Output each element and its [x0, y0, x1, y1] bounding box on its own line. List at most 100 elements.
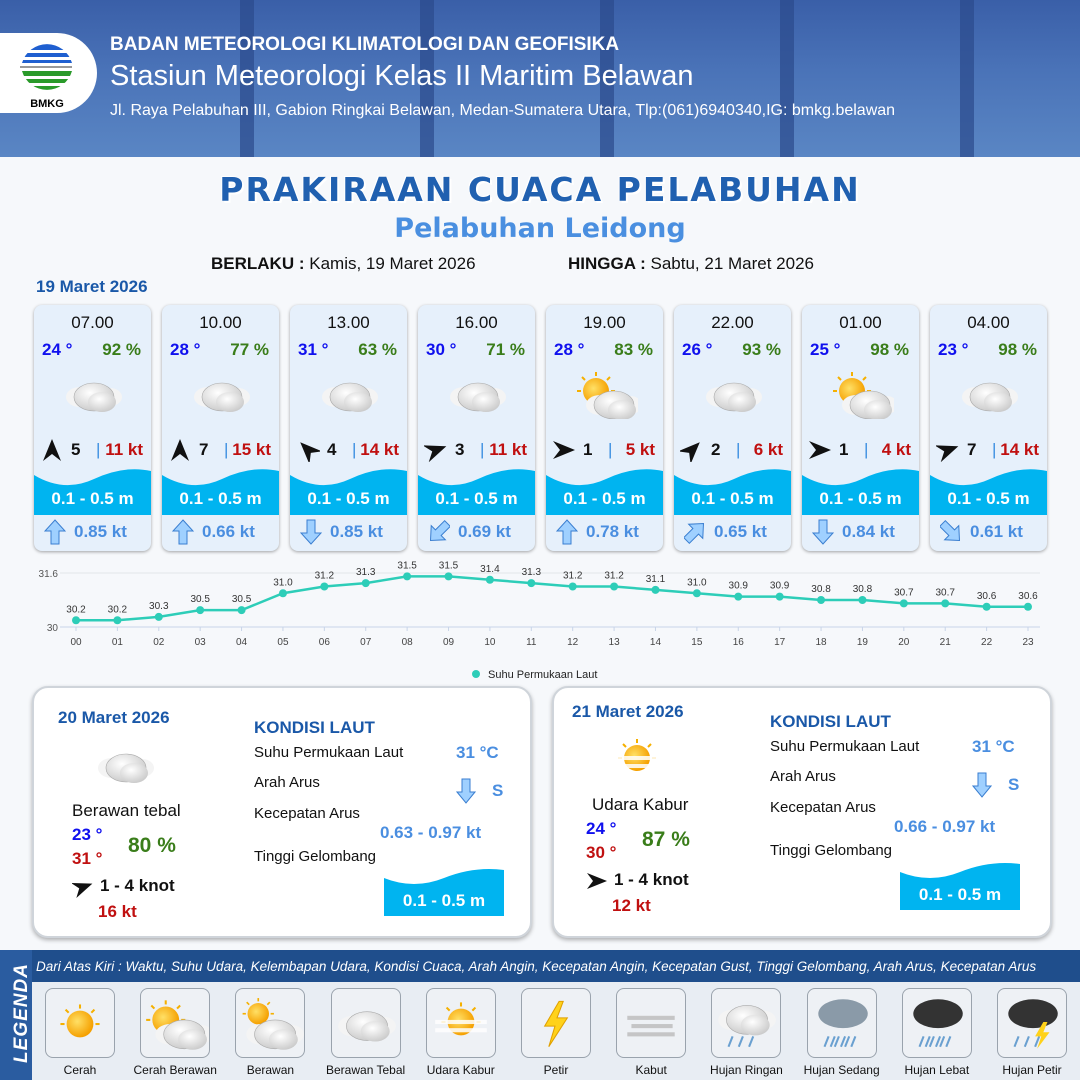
card-humidity: 92 %	[102, 340, 141, 359]
data-label: 30.5	[232, 594, 252, 605]
card-gust: 5 kt	[625, 440, 655, 459]
berawan-tebal-icon	[700, 369, 766, 419]
card-gust: 15 kt	[232, 440, 271, 459]
data-label: 31.2	[604, 571, 624, 582]
data-label: 30.2	[108, 604, 128, 615]
data-label: 31.1	[646, 574, 666, 585]
legend-label: Hujan Sedang	[803, 1063, 880, 1077]
forecast-card: 16.00 30 ° 71 % 3 | 11 kt 0.1 - 0.5 m 0.…	[418, 305, 535, 551]
berawan-tebal-icon	[188, 369, 254, 419]
data-point	[734, 592, 743, 601]
legend-berawan	[235, 988, 306, 1058]
header-banner	[0, 0, 1080, 157]
day1-date: 19 Maret 2026	[36, 277, 148, 296]
wind-arrow-icon	[809, 441, 831, 459]
day2-tmax: 31 °	[72, 849, 103, 868]
card-current-speed: 0.85 kt	[74, 522, 127, 541]
petir-icon	[544, 1000, 568, 1048]
divider: |	[608, 440, 613, 459]
cerah-berawan-icon	[141, 989, 209, 1057]
kabut-icon	[627, 1015, 675, 1037]
data-label: 30.9	[770, 581, 790, 592]
card-temp: 30 °	[426, 340, 457, 359]
data-label: 31.0	[273, 577, 293, 588]
series-line	[76, 575, 1028, 622]
legend-hujan-ringan	[711, 988, 782, 1058]
data-point	[485, 575, 494, 584]
data-label: 30.8	[853, 584, 873, 595]
card-current-speed: 0.84 kt	[842, 522, 895, 541]
x-tick-label: 14	[650, 637, 662, 648]
wave-icon	[900, 863, 1020, 910]
current-arrow-icon	[972, 772, 992, 798]
x-tick-label: 23	[1022, 637, 1034, 648]
card-wind-speed: 4	[327, 440, 337, 459]
x-tick-label: 12	[567, 637, 579, 648]
data-label: 31.2	[315, 571, 335, 582]
station-name: Stasiun Meteorologi Kelas II Maritim Bel…	[110, 60, 694, 92]
card-wave-height: 0.1 - 0.5 m	[435, 489, 518, 508]
data-point	[1024, 602, 1032, 611]
legend-hujan-sedang	[806, 988, 877, 1058]
x-tick-label: 16	[733, 637, 745, 648]
forecast-card: 01.00 25 ° 98 % 1 | 4 kt 0.1 - 0.5 m 0.8…	[802, 305, 919, 551]
x-tick-label: 02	[153, 637, 165, 648]
card-time: 10.00	[199, 313, 242, 332]
cerah-berawan-icon	[572, 369, 638, 419]
data-label: 31.3	[522, 567, 542, 578]
x-tick-label: 05	[277, 637, 289, 648]
forecast-card: 13.00 31 ° 63 % 4 | 14 kt 0.1 - 0.5 m 0.…	[290, 305, 407, 551]
data-label: 31.2	[563, 571, 583, 582]
card-current-speed: 0.69 kt	[458, 522, 511, 541]
data-label: 31.4	[480, 564, 500, 575]
current-speed-value: 0.63 - 0.97 kt	[380, 823, 482, 842]
x-tick-label: 10	[484, 637, 496, 648]
divider: |	[96, 440, 101, 459]
data-point	[403, 572, 412, 581]
sst-label: Suhu Permukaan Laut	[770, 738, 920, 755]
card-time: 13.00	[327, 313, 370, 332]
data-point	[568, 582, 577, 591]
card-time: 07.00	[71, 313, 114, 332]
data-label: 30.7	[894, 587, 914, 598]
data-label: 30.7	[935, 587, 955, 598]
divider: |	[864, 440, 869, 459]
day2-panel: 20 Maret 2026 Berawan tebal 23 ° 31 ° 80…	[32, 686, 532, 938]
data-point	[278, 589, 287, 598]
data-point	[320, 582, 329, 591]
forecast-card: 19.00 28 ° 83 % 1 | 5 kt 0.1 - 0.5 m 0.7…	[546, 305, 663, 551]
data-label: 30.8	[811, 584, 831, 595]
current-speed-label: Kecepatan Arus	[770, 799, 876, 816]
legend-label: Petir	[543, 1063, 569, 1077]
legend-label: Cerah Berawan	[133, 1063, 217, 1077]
current-speed-label: Kecepatan Arus	[254, 805, 360, 822]
svg-text:BMKG: BMKG	[30, 98, 64, 110]
forecast-card: 07.00 24 ° 92 % 5 | 11 kt 0.1 - 0.5 m 0.…	[34, 305, 151, 551]
hujan-ringan-icon	[712, 989, 780, 1057]
day2-humidity: 80 %	[128, 834, 176, 857]
legend-entry: Suhu Permukaan Laut	[488, 669, 597, 681]
divider: |	[224, 440, 229, 459]
wave-icon	[162, 469, 279, 515]
day3-tmax: 30 °	[586, 843, 617, 862]
current-dir-label: Arah Arus	[254, 774, 320, 791]
card-current-speed: 0.85 kt	[330, 522, 383, 541]
bmkg-logo: BMKG	[0, 33, 97, 113]
cloud-icon	[92, 740, 158, 790]
legend-label: Hujan Lebat	[904, 1063, 970, 1077]
current-arrow-icon	[172, 519, 194, 545]
card-temp: 26 °	[682, 340, 713, 359]
card-wave-height: 0.1 - 0.5 m	[691, 489, 774, 508]
card-humidity: 98 %	[998, 340, 1037, 359]
card-gust: 11 kt	[489, 440, 527, 459]
legend-cerah-berawan	[140, 988, 210, 1058]
y-tick-label: 31.6	[39, 569, 59, 580]
data-point	[444, 572, 453, 581]
station-address: Jl. Raya Pelabuhan III, Gabion Ringkai B…	[110, 102, 896, 119]
wave-value: 0.1 - 0.5 m	[918, 885, 1002, 904]
udara-kabur-icon	[427, 989, 495, 1057]
data-label: 30.2	[66, 604, 86, 615]
divider: |	[992, 440, 997, 459]
wind-arrow-icon	[72, 882, 93, 898]
legend-title: LEGENDA	[10, 963, 32, 1063]
